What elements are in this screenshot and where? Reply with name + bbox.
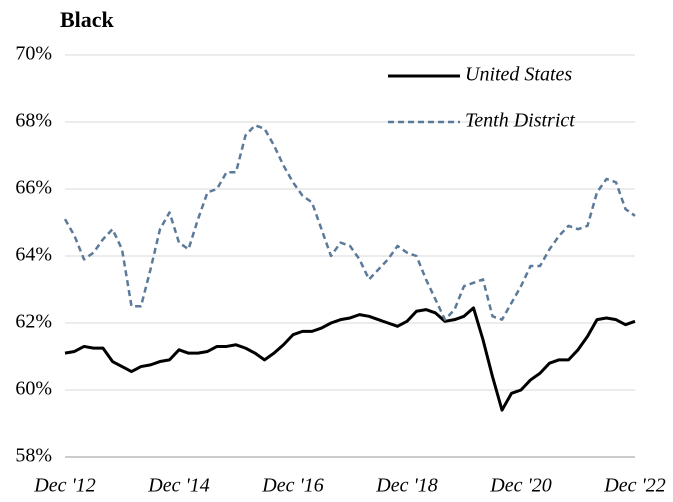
chart-title: Black [60, 7, 115, 32]
x-tick-label: Dec '12 [33, 475, 95, 497]
series-line [64, 306, 636, 412]
x-tick-label: Dec '16 [261, 475, 323, 497]
y-tick-label: 62% [15, 311, 52, 333]
legend-label: United States [465, 64, 572, 86]
x-tick-label: Dec '20 [489, 475, 551, 497]
x-tick-label: Dec '22 [603, 475, 665, 497]
series-line [63, 124, 636, 321]
legend-label: Tenth District [465, 110, 575, 132]
y-tick-label: 60% [15, 378, 52, 400]
x-tick-label: Dec '14 [147, 475, 209, 497]
y-tick-label: 66% [15, 177, 52, 199]
y-tick-label: 68% [15, 110, 52, 132]
y-tick-label: 64% [15, 244, 52, 266]
y-tick-label: 58% [15, 445, 52, 467]
x-tick-label: Dec '18 [375, 475, 437, 497]
y-tick-label: 70% [15, 43, 52, 65]
